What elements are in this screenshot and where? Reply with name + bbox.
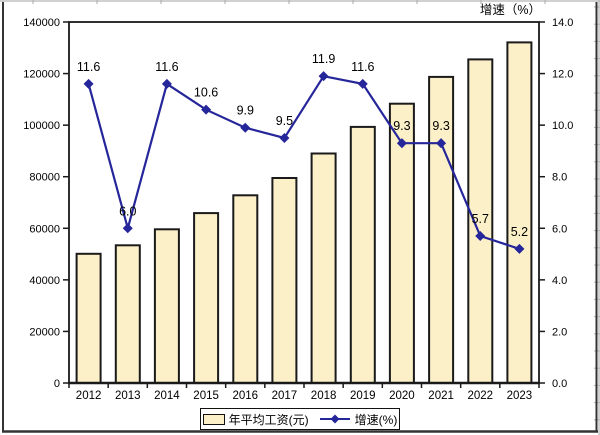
x-axis-tick-label: 2022: [468, 390, 494, 402]
line-layer: [83, 71, 525, 254]
x-axis-tick-label: 2019: [350, 390, 376, 402]
bar-2023: [506, 41, 533, 385]
growth-marker-2016: [240, 122, 251, 133]
left-axis-tick-label: 20000: [29, 326, 60, 338]
growth-line: [87, 74, 520, 250]
growth-marker-2022: [475, 231, 486, 242]
growth-marker-2013: [122, 223, 133, 234]
legend-line-label: 增速(%): [354, 412, 398, 427]
growth-point-label: 5.7: [472, 212, 489, 226]
growth-marker-2014: [161, 78, 172, 89]
bar-2018: [310, 152, 337, 384]
growth-marker-2015: [201, 104, 212, 115]
legend-item-line: 增速(%): [319, 411, 398, 428]
bar-2021: [428, 75, 455, 385]
right-axis-tick-label: 12.0: [552, 69, 573, 81]
growth-marker-2023: [514, 243, 525, 254]
bars-layer: [75, 41, 533, 385]
bar-2020: [388, 102, 415, 384]
growth-point-label: 9.3: [432, 119, 449, 133]
x-axis-tick-label: 2015: [193, 390, 219, 402]
legend: 年平均工资(元) 增速(%): [200, 408, 400, 430]
left-axis-tick-label: 140000: [23, 17, 60, 29]
left-axis-tick-label: 120000: [23, 69, 60, 81]
left-axis-tick-label: 100000: [23, 120, 60, 132]
right-axis-tick-label: 0.0: [552, 378, 567, 390]
growth-point-label: 10.6: [194, 86, 218, 100]
bar-2013: [114, 244, 141, 384]
labels-layer: 0 20000 40000 60000 80000 100000 120000 140000 0…: [23, 17, 573, 402]
right-axis-tick-label: 6.0: [552, 223, 567, 235]
growth-point-label: 11.6: [351, 60, 374, 74]
left-axis-tick-label: 0: [54, 378, 60, 390]
growth-point-label: 5.2: [511, 225, 528, 239]
right-axis-tick-label: 10.0: [552, 120, 573, 132]
x-axis-tick-label: 2016: [233, 390, 259, 402]
right-axis-tick-label: 2.0: [552, 326, 567, 338]
x-axis-tick-label: 2013: [115, 390, 141, 402]
right-axis-title: 增速（%）: [479, 3, 541, 17]
growth-point-label: 11.9: [312, 52, 335, 66]
growth-point-label: 9.3: [393, 119, 410, 133]
right-axis-tick-label: 8.0: [552, 172, 567, 184]
growth-marker-2019: [357, 78, 368, 89]
left-axis-tick-label: 80000: [29, 172, 60, 184]
x-axis-tick-label: 2017: [272, 390, 298, 402]
left-axis-tick-label: 60000: [29, 223, 60, 235]
growth-point-label: 11.6: [77, 60, 100, 74]
x-axis-tick-label: 2018: [311, 390, 337, 402]
bar-2014: [153, 228, 180, 384]
growth-point-label: 9.5: [276, 114, 293, 128]
right-axis-tick-label: 14.0: [552, 17, 573, 29]
growth-point-label: 9.9: [237, 104, 254, 118]
line-series-symbol: [319, 414, 350, 424]
growth-point-label: 11.6: [155, 60, 178, 74]
bar-2015: [193, 212, 220, 384]
x-axis-tick-label: 2014: [154, 390, 180, 402]
axes-layer: [63, 21, 545, 388]
right-axis-tick-label: 4.0: [552, 275, 567, 287]
bar-2012: [75, 252, 102, 384]
bar-2022: [467, 58, 494, 385]
bar-2017: [271, 177, 298, 384]
legend-item-bar: 年平均工资(元): [202, 411, 309, 428]
x-axis-tick-label: 2012: [76, 390, 102, 402]
growth-marker-2017: [279, 133, 290, 144]
bar-2019: [349, 125, 376, 385]
growth-point-label: 6.0: [119, 204, 136, 218]
growth-marker-2018: [318, 71, 329, 82]
growth-marker-2021: [436, 138, 447, 149]
bar-2016: [232, 194, 259, 384]
left-axis-tick-label: 40000: [29, 275, 60, 287]
x-axis-tick-label: 2020: [389, 390, 415, 402]
growth-marker-2020: [396, 138, 407, 149]
x-axis-tick-label: 2023: [507, 390, 533, 402]
growth-marker-2012: [83, 78, 94, 89]
legend-bar-label: 年平均工资(元): [228, 412, 309, 427]
bar-series-swatch: [202, 413, 225, 425]
x-axis-tick-label: 2021: [428, 390, 454, 402]
